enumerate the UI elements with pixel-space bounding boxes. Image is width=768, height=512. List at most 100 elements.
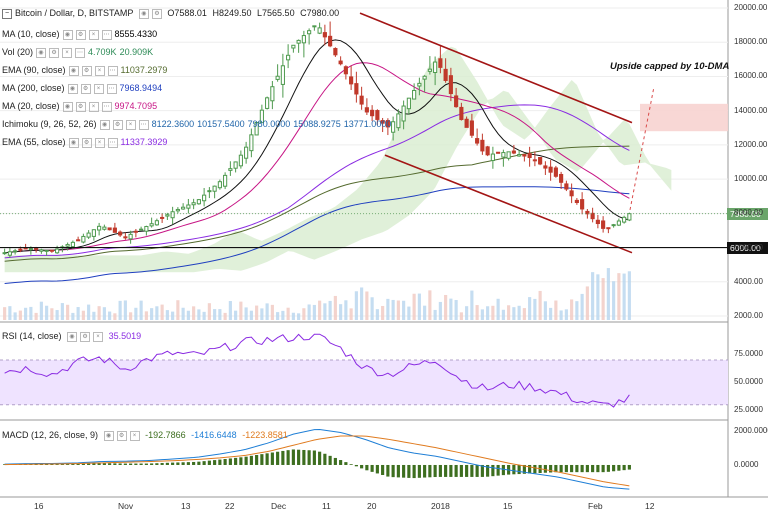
indicator-label: MA (10, close) bbox=[2, 29, 60, 39]
indicator-value: 20.909K bbox=[119, 47, 154, 57]
candle-body bbox=[496, 151, 501, 154]
macd-y-tick-label: 0.0000 bbox=[734, 459, 759, 469]
candle-body bbox=[76, 239, 81, 242]
macd-histogram-bar bbox=[202, 461, 206, 465]
macd-histogram-bar bbox=[218, 459, 222, 465]
candle-body bbox=[585, 210, 590, 215]
more-icon[interactable]: ⋯ bbox=[107, 137, 118, 148]
eye-icon[interactable]: ◉ bbox=[67, 83, 78, 94]
more-icon[interactable]: ⋯ bbox=[101, 29, 112, 40]
ma-200-line bbox=[4, 186, 630, 284]
close-icon[interactable]: × bbox=[93, 83, 104, 94]
candle-body bbox=[559, 173, 564, 183]
volume-bar bbox=[480, 309, 484, 320]
candle-body bbox=[564, 183, 569, 190]
close-icon[interactable]: × bbox=[93, 331, 104, 342]
close-icon[interactable]: × bbox=[94, 137, 105, 148]
macd-histogram-bar bbox=[123, 463, 127, 465]
volume-bar bbox=[239, 301, 243, 320]
settings-icon[interactable]: ⚙ bbox=[75, 101, 86, 112]
candle-body bbox=[191, 202, 196, 206]
candle-body bbox=[464, 118, 469, 128]
eye-icon[interactable]: ◉ bbox=[99, 119, 110, 130]
close-icon[interactable]: × bbox=[62, 47, 73, 58]
macd-histogram-bar bbox=[291, 449, 295, 465]
candle-body bbox=[454, 95, 459, 108]
macd-histogram-bar bbox=[160, 463, 164, 465]
settings-icon[interactable]: ⚙ bbox=[49, 47, 60, 58]
ichimoku-cloud bbox=[4, 46, 672, 273]
rsi-y-tick-label: 75.0000 bbox=[734, 349, 763, 359]
volume-bar bbox=[160, 304, 164, 320]
macd-histogram-bar bbox=[60, 464, 64, 465]
candle-body bbox=[212, 185, 217, 192]
y-tick-label: 16000.00 bbox=[734, 71, 768, 81]
settings-icon[interactable]: ⚙ bbox=[80, 331, 91, 342]
volume-bar bbox=[118, 300, 122, 320]
indicator-value: 11037.2979 bbox=[120, 65, 168, 75]
candle-body bbox=[154, 220, 159, 226]
eye-icon[interactable]: ◉ bbox=[62, 101, 73, 112]
volume-bar bbox=[407, 306, 411, 320]
close-icon[interactable]: × bbox=[88, 101, 99, 112]
more-icon[interactable]: ⋯ bbox=[101, 101, 112, 112]
candle-body bbox=[254, 122, 259, 136]
eye-icon[interactable]: ◉ bbox=[103, 430, 114, 441]
volume-bar bbox=[144, 311, 148, 320]
volume-bar bbox=[512, 307, 516, 320]
eye-icon[interactable]: ◉ bbox=[138, 8, 149, 19]
signal-value: -1223.8581 bbox=[242, 430, 288, 440]
y-tick-label: 14000.00 bbox=[734, 105, 768, 115]
candle-body bbox=[443, 68, 448, 81]
close-icon[interactable]: × bbox=[94, 65, 105, 76]
candle-body bbox=[448, 75, 453, 95]
candle-body bbox=[359, 95, 364, 105]
eye-icon[interactable]: ◉ bbox=[36, 47, 47, 58]
candle-body bbox=[91, 229, 96, 237]
volume-bar bbox=[522, 308, 526, 320]
macd-histogram-bar bbox=[601, 464, 605, 473]
indicator-legend: Vol (20) ◉ ⚙ × ⋯ 4.709K 20.909K bbox=[2, 47, 156, 58]
volume-bar bbox=[76, 307, 80, 320]
macd-histogram-bar bbox=[438, 464, 442, 477]
settings-icon[interactable]: ⚙ bbox=[75, 29, 86, 40]
settings-icon[interactable]: ⚙ bbox=[81, 65, 92, 76]
volume-bar bbox=[370, 297, 374, 320]
macd-histogram-bar bbox=[444, 464, 448, 477]
eye-icon[interactable]: ◉ bbox=[62, 29, 73, 40]
macd-histogram-bar bbox=[533, 464, 537, 474]
settings-icon[interactable]: ⚙ bbox=[80, 83, 91, 94]
macd-histogram-bar bbox=[543, 464, 547, 473]
eye-icon[interactable]: ◉ bbox=[68, 65, 79, 76]
candle-body bbox=[616, 220, 621, 226]
volume-bar bbox=[29, 306, 33, 320]
macd-histogram-bar bbox=[580, 464, 584, 473]
candle-body bbox=[291, 44, 296, 49]
more-icon[interactable]: ⋯ bbox=[138, 119, 149, 130]
eye-icon[interactable]: ◉ bbox=[67, 331, 78, 342]
candle-body bbox=[343, 66, 348, 75]
macd-histogram-bar bbox=[76, 463, 80, 465]
macd-histogram-bar bbox=[512, 464, 516, 475]
rsi-line bbox=[4, 333, 630, 408]
volume-bar bbox=[396, 300, 400, 320]
volume-bar bbox=[24, 307, 28, 320]
close-icon[interactable]: × bbox=[125, 119, 136, 130]
settings-icon[interactable]: ⚙ bbox=[112, 119, 123, 130]
close-icon[interactable]: × bbox=[88, 29, 99, 40]
close-icon[interactable]: × bbox=[129, 430, 140, 441]
more-icon[interactable]: ⋯ bbox=[106, 83, 117, 94]
settings-icon[interactable]: ⚙ bbox=[116, 430, 127, 441]
candle-body bbox=[296, 39, 301, 44]
eye-icon[interactable]: ◉ bbox=[68, 137, 79, 148]
support-price-label: 6000.00 bbox=[727, 242, 768, 254]
settings-icon[interactable]: ⚙ bbox=[81, 137, 92, 148]
collapse-icon[interactable]: − bbox=[2, 8, 12, 19]
y-tick-label: 2000.00 bbox=[734, 311, 763, 320]
candle-body bbox=[196, 199, 201, 205]
more-icon[interactable]: ⋯ bbox=[75, 47, 86, 58]
volume-bar bbox=[580, 293, 584, 320]
more-icon[interactable]: ⋯ bbox=[107, 65, 118, 76]
settings-icon[interactable]: ⚙ bbox=[151, 8, 162, 19]
